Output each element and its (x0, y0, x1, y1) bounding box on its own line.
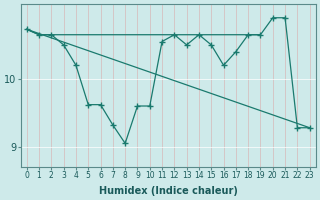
X-axis label: Humidex (Indice chaleur): Humidex (Indice chaleur) (99, 186, 238, 196)
